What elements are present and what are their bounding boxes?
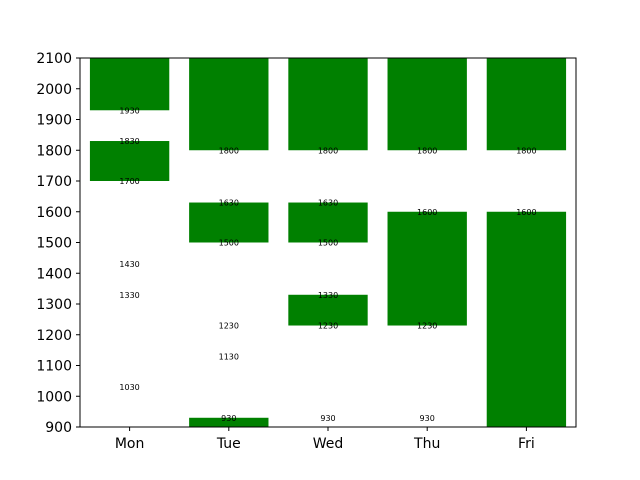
data-label: 1230: [417, 322, 437, 331]
data-label: 1500: [219, 239, 239, 248]
bar-thu-1230-1600: [387, 211, 467, 326]
data-label: 1030: [119, 383, 139, 392]
data-label: 1230: [219, 322, 239, 331]
data-label: 1130: [219, 352, 239, 361]
data-label: 930: [420, 414, 435, 423]
data-labels-layer: 1930 1830 1700 1430 1330 1030 1800 1630 1500 1230…: [119, 106, 536, 422]
x-tick-label-tue: Tue: [216, 436, 241, 452]
data-label: 1800: [318, 146, 338, 155]
data-label: 1600: [516, 208, 536, 217]
bar-wed-1800-2100: [288, 58, 368, 151]
x-tick-label-thu: Thu: [413, 436, 440, 452]
data-label: 1330: [119, 291, 139, 300]
data-label: 1230: [318, 322, 338, 331]
bar-mon-1700-1830: [89, 141, 170, 181]
y-tick-label: 1900: [36, 113, 72, 129]
bar-fri-900-1600: [486, 211, 567, 427]
bar-tue-1800-2100: [189, 58, 269, 151]
data-label: 1630: [318, 199, 338, 208]
bar-wed-1230-1330: [288, 294, 368, 326]
data-label: 1330: [318, 291, 338, 300]
x-tick-label-mon: Mon: [115, 436, 145, 452]
y-tick-label: 1700: [36, 174, 72, 190]
x-tick-label-wed: Wed: [313, 436, 344, 452]
y-tick-label: 1100: [36, 359, 72, 375]
data-label: 930: [221, 414, 236, 423]
data-label: 1930: [119, 106, 139, 115]
x-tick-label-fri: Fri: [518, 436, 535, 452]
data-label: 1500: [318, 239, 338, 248]
y-tick-label: 900: [45, 420, 72, 436]
data-label: 1800: [516, 146, 536, 155]
y-tick-label: 1800: [36, 143, 72, 159]
data-label: 1630: [219, 199, 239, 208]
bars-layer: [89, 58, 567, 427]
bar-fri-1800-2100: [486, 58, 567, 151]
bar-tue-900-930: [189, 417, 269, 427]
y-tick-label: 1600: [36, 205, 72, 221]
axes-layer: 9001000110012001300140015001600170018001…: [36, 51, 577, 452]
y-tick-label: 2000: [36, 82, 72, 98]
y-tick-label: 1500: [36, 236, 72, 252]
y-tick-label: 1400: [36, 266, 72, 282]
bar-wed-1500-1630: [288, 202, 368, 243]
bar-thu-1800-2100: [387, 58, 467, 151]
data-label: 1600: [417, 208, 437, 217]
data-label: 1800: [417, 146, 437, 155]
bar-tue-1500-1630: [189, 202, 269, 243]
data-label: 1800: [219, 146, 239, 155]
y-tick-label: 1200: [36, 328, 72, 344]
data-label: 930: [320, 414, 335, 423]
data-label: 1430: [119, 260, 139, 269]
bar-mon-1930-2100: [89, 58, 170, 111]
y-tick-label: 2100: [36, 51, 72, 67]
y-tick-label: 1000: [36, 389, 72, 405]
data-label: 1700: [119, 177, 139, 186]
data-label: 1830: [119, 137, 139, 146]
y-tick-label: 1300: [36, 297, 72, 313]
